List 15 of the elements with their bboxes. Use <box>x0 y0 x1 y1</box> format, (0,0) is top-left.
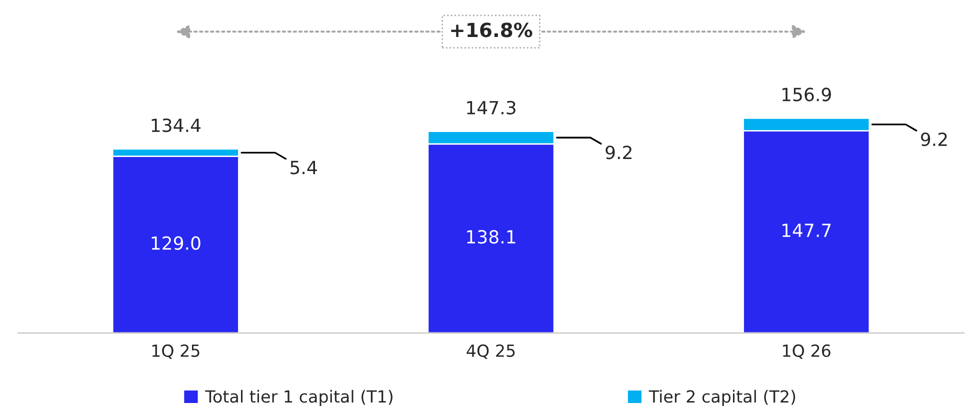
x-tick-label: 1Q 26 <box>783 344 830 359</box>
x-tick-label: 1Q 25 <box>152 344 200 359</box>
total-label: 156.9 <box>782 88 831 102</box>
x-tick-label: 4Q 25 <box>466 344 515 359</box>
legend-label: Total tier 1 capital (T1) <box>205 390 392 406</box>
data-label: 147.7 <box>782 224 831 237</box>
data-label: 9.2 <box>920 132 947 146</box>
legend-label: Tier 2 capital (T2) <box>648 390 796 406</box>
data-label: 138.1 <box>467 230 516 244</box>
total-label: 134.4 <box>152 118 200 132</box>
text: +16.8% <box>451 22 532 38</box>
data-label: 5.4 <box>290 160 317 174</box>
total-label: 147.3 <box>467 100 516 114</box>
data-label: 9.2 <box>606 146 632 160</box>
data-label: 129.0 <box>152 236 200 250</box>
